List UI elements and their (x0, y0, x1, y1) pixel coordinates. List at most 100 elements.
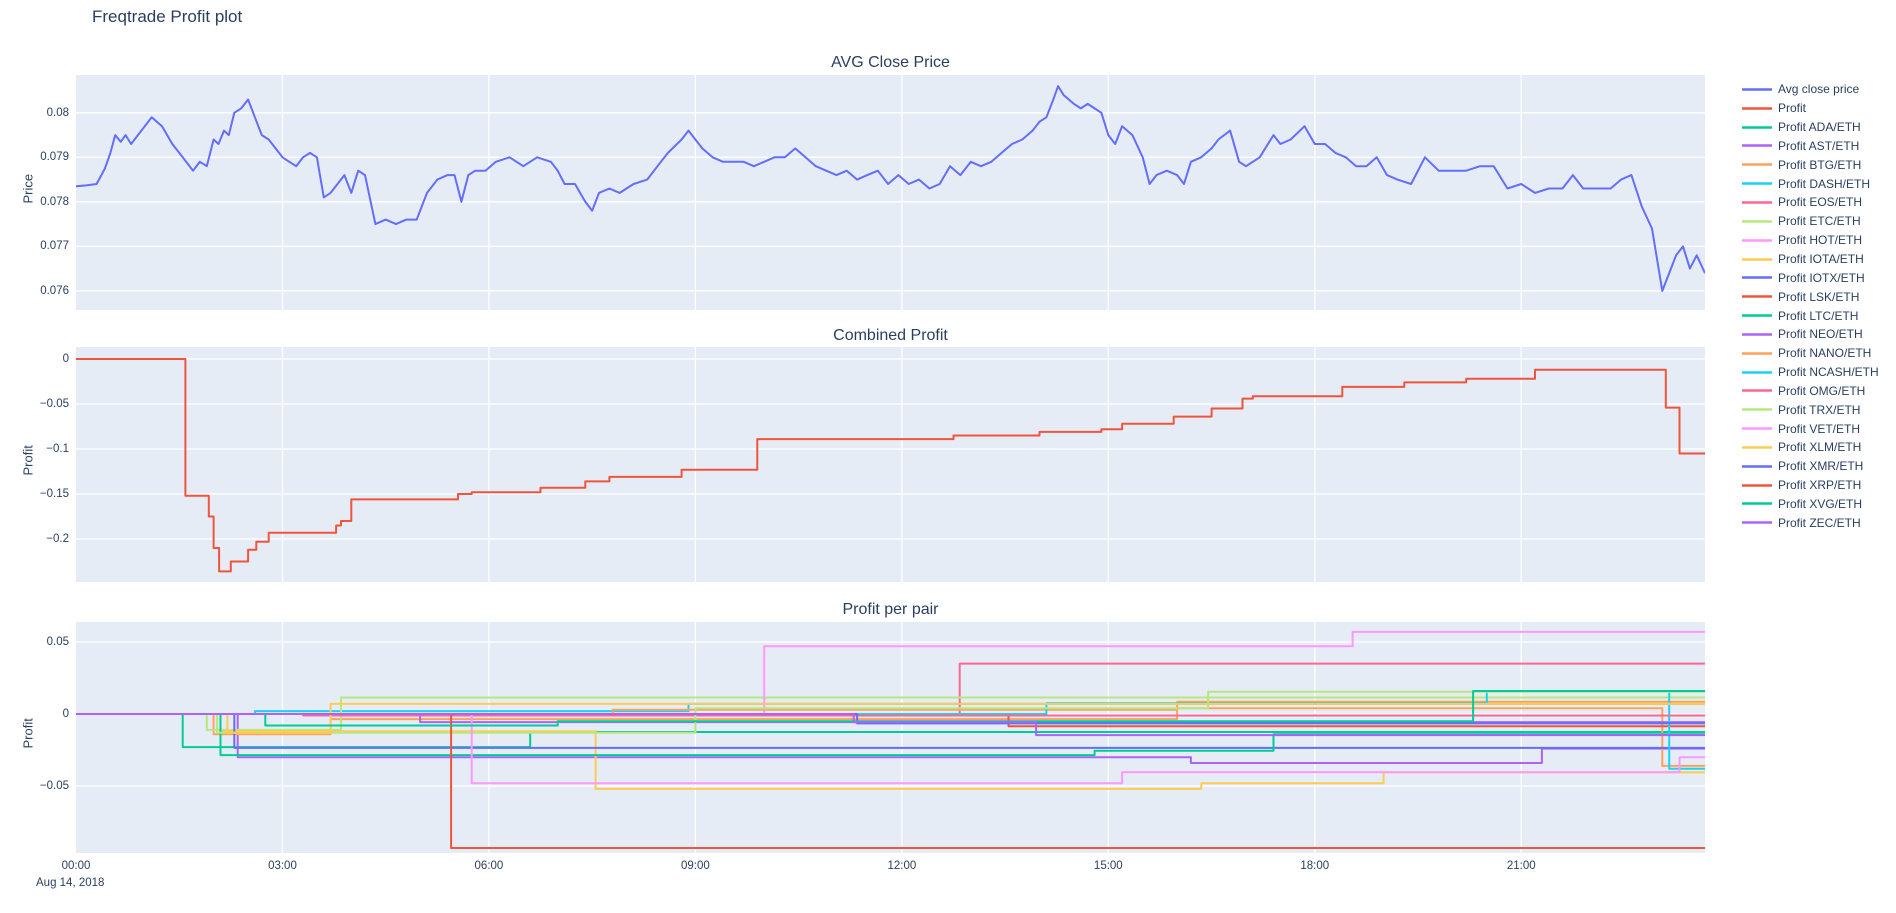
subplot-title-combined-profit: Combined Profit (833, 327, 948, 344)
x-tick-label: 09:00 (681, 860, 710, 872)
legend-item-label: Avg close price (1778, 82, 1860, 97)
x-axis-date-annotation: Aug 14, 2018 (36, 877, 105, 889)
series-line-profit-eos-eth[interactable] (76, 662, 1705, 715)
legend-item-profit-hot-eth[interactable]: Profit HOT/ETH (1742, 231, 1892, 250)
legend-item-label: Profit LTC/ETH (1778, 308, 1859, 323)
plot-svg-1 (76, 347, 1705, 582)
legend-item-label: Profit XMR/ETH (1778, 459, 1864, 474)
legend-item-profit-xvg-eth[interactable]: Profit XVG/ETH (1742, 495, 1892, 514)
legend-item-label: Profit ADA/ETH (1778, 120, 1861, 135)
legend-line-sample (1742, 494, 1772, 513)
legend-item-profit-dash-eth[interactable]: Profit DASH/ETH (1742, 174, 1892, 193)
legend-item-label: Profit IOTX/ETH (1778, 270, 1865, 285)
series-line-profit-ncash-eth[interactable] (76, 690, 1705, 770)
legend-line-sample (1742, 457, 1772, 476)
y-axis-title-profit-per-pair: Profit (20, 718, 36, 749)
y-tick-label: 0.08 (46, 106, 69, 119)
legend-line-sample (1742, 99, 1772, 118)
series-line-profit-btg-eth[interactable] (76, 707, 1705, 767)
y-tick-label: 0.05 (46, 636, 69, 649)
legend-item-label: Profit AST/ETH (1778, 138, 1860, 153)
legend-line-sample (1742, 381, 1772, 400)
legend-line-sample (1742, 325, 1772, 344)
y-tick-label: −0.1 (46, 442, 69, 455)
legend-item-profit-xmr-eth[interactable]: Profit XMR/ETH (1742, 457, 1892, 476)
series-line-profit-zec-eth[interactable] (76, 713, 1705, 737)
legend-line-sample (1742, 212, 1772, 231)
combined-profit-plot-canvas[interactable] (76, 347, 1705, 582)
legend-line-sample (1742, 419, 1772, 438)
x-tick-label: 21:00 (1506, 860, 1536, 872)
legend-line-sample (1742, 155, 1772, 174)
legend-item-label: Profit XLM/ETH (1778, 440, 1862, 455)
legend-item-profit-iotx-eth[interactable]: Profit IOTX/ETH (1742, 268, 1892, 287)
legend-item-profit-xlm-eth[interactable]: Profit XLM/ETH (1742, 438, 1892, 457)
legend-item-profit-btg-eth[interactable]: Profit BTG/ETH (1742, 155, 1892, 174)
y-tick-label: 0.079 (40, 151, 69, 164)
x-tick-label: 12:00 (887, 860, 917, 872)
legend-item-profit-xrp-eth[interactable]: Profit XRP/ETH (1742, 476, 1892, 495)
legend-item-profit-trx-eth[interactable]: Profit TRX/ETH (1742, 400, 1892, 419)
legend-line-sample (1742, 250, 1772, 269)
legend-line-sample (1742, 231, 1772, 250)
profit-per-pair-plot-canvas[interactable] (76, 622, 1705, 853)
subplot-title-profit-per-pair: Profit per pair (842, 601, 939, 618)
series-line-avg-close-price[interactable] (76, 85, 1705, 292)
plot-svg-0 (76, 75, 1705, 310)
x-tick-label: 03:00 (268, 860, 297, 872)
series-line-profit-xvg-eth[interactable] (76, 690, 1705, 727)
legend-item-profit-zec-eth[interactable]: Profit ZEC/ETH (1742, 513, 1892, 532)
legend-item-label: Profit IOTA/ETH (1778, 252, 1864, 267)
legend-item-label: Profit VET/ETH (1778, 421, 1861, 436)
plot-svg-2 (76, 622, 1705, 853)
legend-item-profit-ast-eth[interactable]: Profit AST/ETH (1742, 137, 1892, 156)
legend-item-label: Profit HOT/ETH (1778, 233, 1863, 248)
legend-item-label: Profit OMG/ETH (1778, 383, 1866, 398)
legend-item-profit-lsk-eth[interactable]: Profit LSK/ETH (1742, 287, 1892, 306)
legend-item-profit-ltc-eth[interactable]: Profit LTC/ETH (1742, 306, 1892, 325)
legend-line-sample (1742, 118, 1772, 137)
y-tick-label: −0.2 (46, 532, 69, 545)
series-line-profit[interactable] (76, 358, 1705, 573)
series-line-profit-ast-eth[interactable] (76, 713, 1705, 764)
y-tick-label: 0.077 (40, 240, 69, 253)
legend-line-sample (1742, 438, 1772, 457)
legend-line-sample (1742, 80, 1772, 99)
avg-close-price-plot-canvas[interactable] (76, 75, 1705, 310)
legend-item-label: Profit XRP/ETH (1778, 478, 1862, 493)
legend-item-label: Profit EOS/ETH (1778, 195, 1863, 210)
legend-item-profit-nano-eth[interactable]: Profit NANO/ETH (1742, 344, 1892, 363)
legend-item-profit-vet-eth[interactable]: Profit VET/ETH (1742, 419, 1892, 438)
x-tick-label: 00:00 (61, 860, 91, 872)
y-tick-label: −0.05 (39, 397, 69, 410)
x-tick-label: 18:00 (1300, 860, 1330, 872)
legend-item-profit-neo-eth[interactable]: Profit NEO/ETH (1742, 325, 1892, 344)
legend-item-profit[interactable]: Profit (1742, 99, 1892, 118)
legend-line-sample (1742, 306, 1772, 325)
legend-line-sample (1742, 268, 1772, 287)
subplot-title-avg-close-price: AVG Close Price (831, 54, 950, 71)
y-tick-label: 0.076 (40, 284, 69, 297)
legend-item-profit-omg-eth[interactable]: Profit OMG/ETH (1742, 382, 1892, 401)
legend: Avg close price Profit Profit ADA/ETH Profi… (1742, 80, 1892, 532)
legend-item-label: Profit BTG/ETH (1778, 157, 1862, 172)
legend-item-profit-eos-eth[interactable]: Profit EOS/ETH (1742, 193, 1892, 212)
legend-item-profit-iota-eth[interactable]: Profit IOTA/ETH (1742, 250, 1892, 269)
series-line-profit-ltc-eth[interactable] (76, 713, 1705, 757)
legend-line-sample (1742, 174, 1772, 193)
legend-line-sample (1742, 476, 1772, 495)
legend-item-avg-close-price[interactable]: Avg close price (1742, 80, 1892, 99)
legend-item-label: Profit (1778, 101, 1807, 116)
legend-item-label: Profit NANO/ETH (1778, 346, 1872, 361)
x-tick-label: 06:00 (474, 860, 504, 872)
legend-item-label: Profit NEO/ETH (1778, 327, 1863, 342)
legend-item-label: Profit ETC/ETH (1778, 214, 1861, 229)
legend-line-sample (1742, 513, 1772, 532)
y-tick-label: 0 (62, 352, 69, 365)
legend-item-profit-ada-eth[interactable]: Profit ADA/ETH (1742, 118, 1892, 137)
legend-line-sample (1742, 400, 1772, 419)
legend-item-profit-etc-eth[interactable]: Profit ETC/ETH (1742, 212, 1892, 231)
legend-item-label: Profit DASH/ETH (1778, 176, 1871, 191)
legend-item-profit-ncash-eth[interactable]: Profit NCASH/ETH (1742, 363, 1892, 382)
